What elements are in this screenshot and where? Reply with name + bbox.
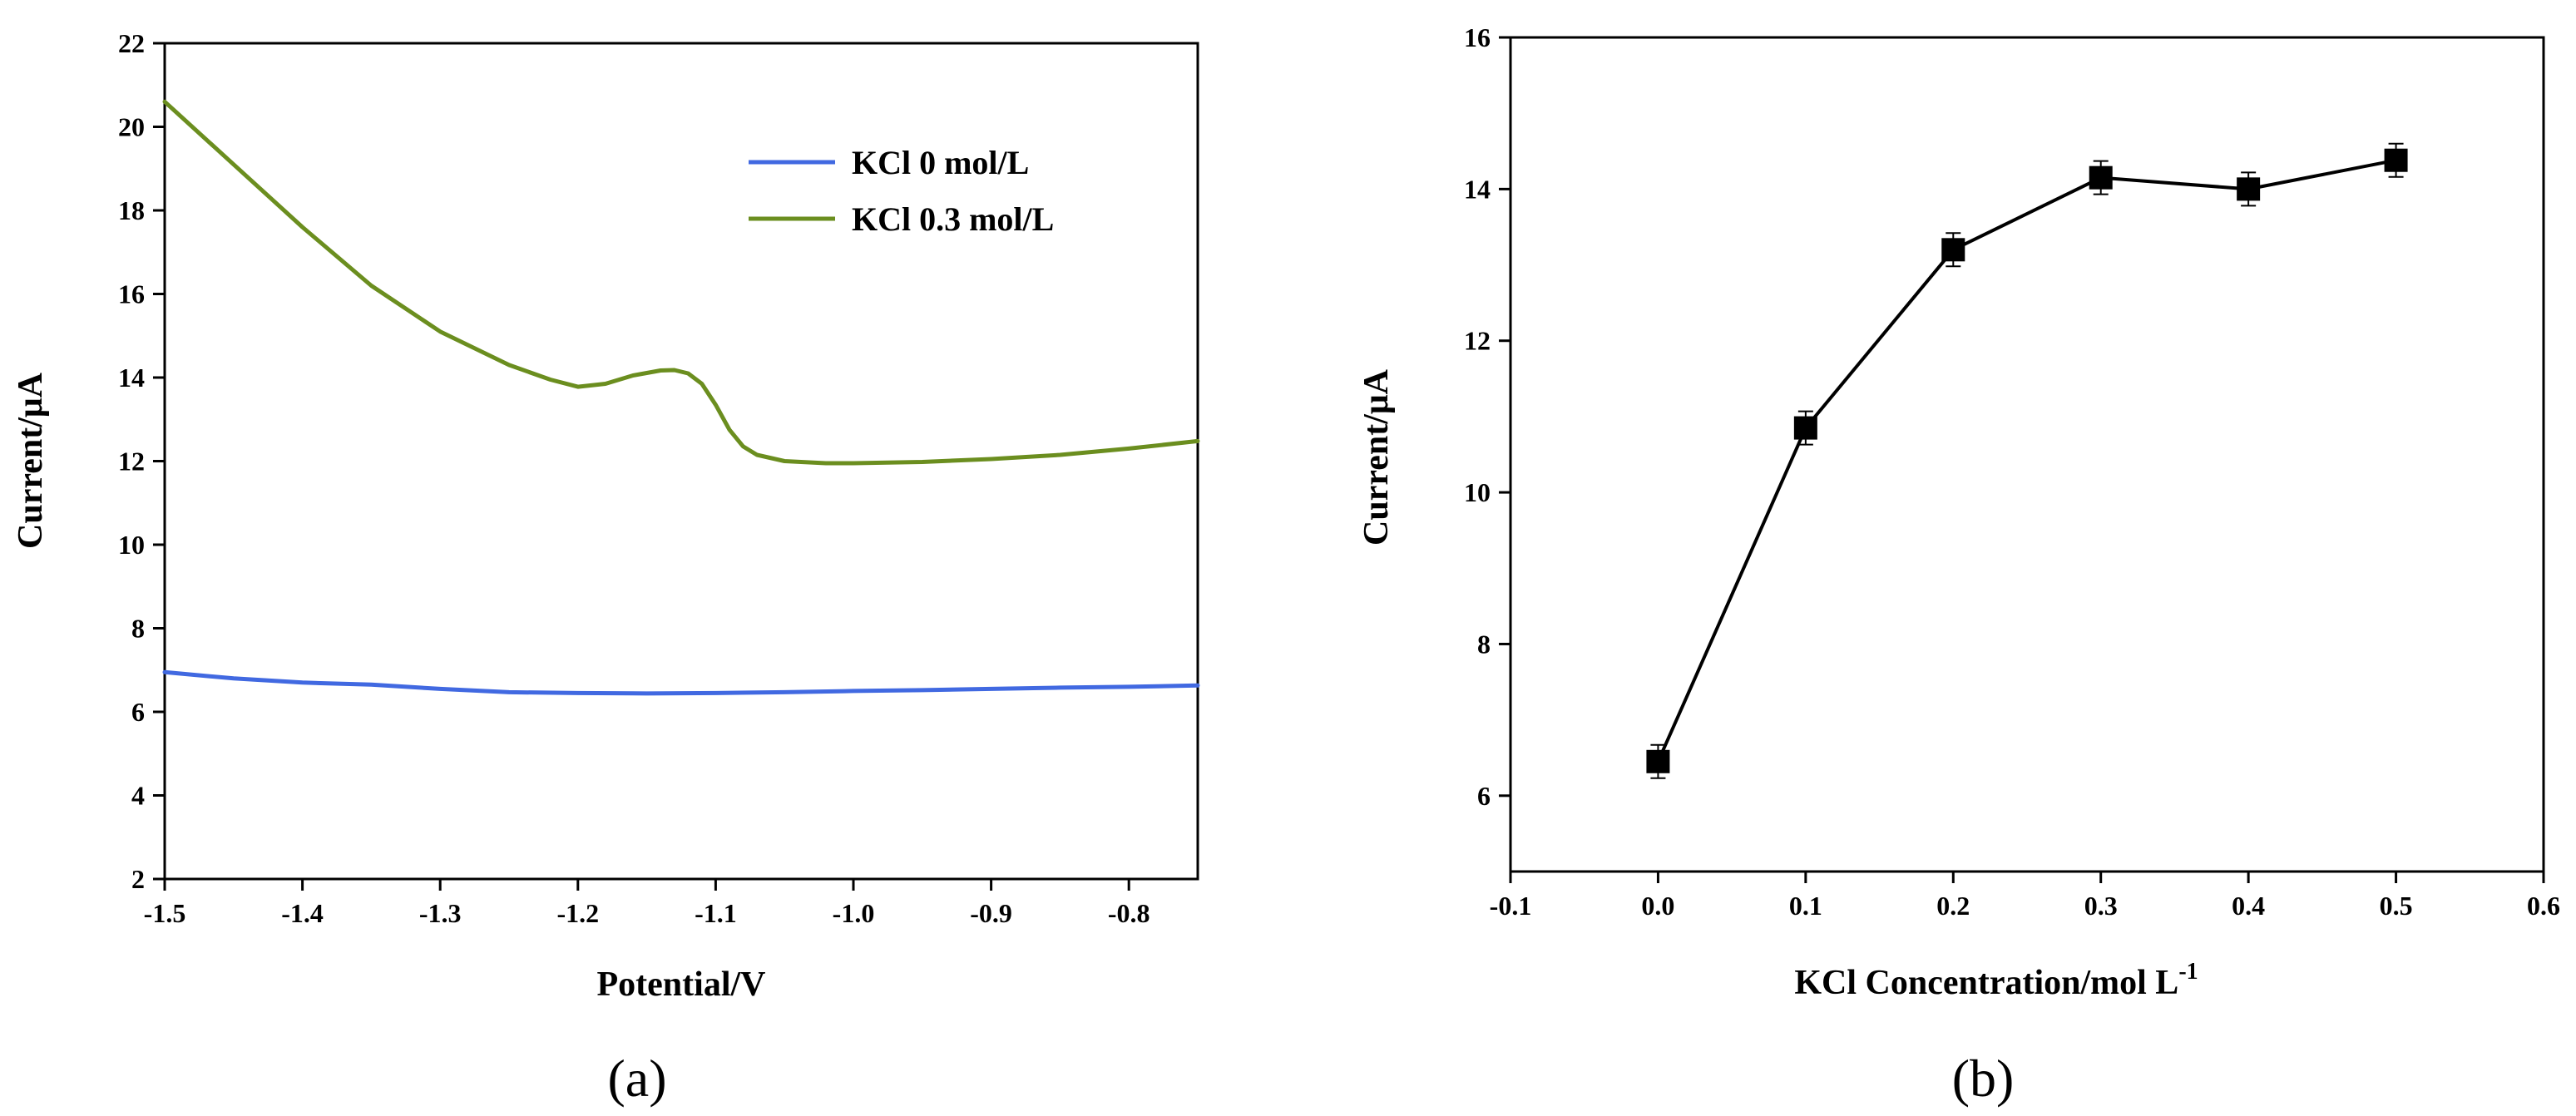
chart-a-y-tick-label: 18 — [118, 195, 145, 225]
chart-a-y-tick-label: 10 — [118, 530, 145, 560]
chart-a-x-tick-label: -1.0 — [833, 898, 875, 928]
chart-b-x-tick-label: 0.4 — [2232, 891, 2265, 921]
chart-a-series-line-1 — [162, 99, 1200, 466]
chart-a-x-tick-label: -1.2 — [556, 898, 599, 928]
chart-a-x-tick-label: -1.4 — [281, 898, 324, 928]
chart-a-y-tick-label: 16 — [118, 279, 145, 309]
chart-b-y-tick-label: 10 — [1464, 477, 1491, 507]
chart-b-x-tick-label: -0.1 — [1490, 891, 1532, 921]
chart-b-y-tick-label: 14 — [1464, 174, 1491, 204]
chart-b-x-tick-label: 0.3 — [2084, 891, 2118, 921]
chart-b-panel-label: (b) — [1952, 1049, 2015, 1108]
chart-b-x-axis-label-main: KCl Concentration/mol L — [1794, 964, 2178, 1002]
chart-a-y-tick-label: 14 — [118, 363, 145, 393]
chart-a-panel-label: (a) — [607, 1049, 666, 1108]
chart-a-x-tick-label: -1.1 — [695, 898, 737, 928]
chart-b-y-tick-label: 8 — [1477, 629, 1491, 659]
chart-b-y-tick-label: 12 — [1464, 326, 1491, 356]
chart-a-y-tick-label: 22 — [118, 28, 145, 58]
chart-b-x-tick-label: 0.6 — [2527, 891, 2560, 921]
chart-a-y-tick-label: 12 — [118, 447, 145, 477]
chart-a-x-tick-label: -1.5 — [144, 898, 186, 928]
chart-b-data-point — [1941, 238, 1965, 262]
chart-b-data-point — [2089, 165, 2113, 190]
chart-b-x-axis-label-superscript: -1 — [2178, 959, 2198, 985]
chart-b-x-tick-label: 0.0 — [1641, 891, 1674, 921]
chart-a-legend: KCl 0 mol/L KCl 0.3 mol/L — [749, 144, 1054, 238]
chart-b-y-tick-label: 6 — [1477, 781, 1491, 811]
chart-a-y-tick-label: 2 — [131, 864, 145, 894]
chart-a-legend-label-0: KCl 0 mol/L — [852, 144, 1029, 181]
chart-a: -1.5 -1.4 -1.3 -1.2 -1.1 -1.0 -0.9 -0.8 2 4 6 8 10 12… — [12, 28, 1200, 1108]
chart-b-data-point — [2384, 148, 2408, 172]
chart-b-x-axis-label: KCl Concentration/mol L-1 — [1794, 959, 2198, 1002]
chart-b-x-tick-label: 0.5 — [2380, 891, 2413, 921]
chart-a-plot-frame — [163, 42, 1199, 881]
chart-b-data-point — [2237, 177, 2261, 201]
chart-a-x-tick-label: -0.8 — [1108, 898, 1150, 928]
chart-a-series-line-0 — [162, 669, 1200, 696]
chart-b-x-tick-label: 0.1 — [1789, 891, 1822, 921]
chart-b-data-point — [1646, 749, 1670, 773]
chart-a-x-tick-label: -1.3 — [419, 898, 462, 928]
chart-b-y-axis-label: Current/μA — [1357, 368, 1396, 546]
chart-b-y-tick-label: 16 — [1464, 22, 1491, 52]
chart-a-y-tick-label: 8 — [131, 614, 145, 644]
chart-a-legend-label-1: KCl 0.3 mol/L — [852, 200, 1054, 238]
chart-b-plot-frame — [1509, 36, 2545, 873]
chart-a-y-axis-label: Current/μA — [12, 372, 50, 549]
chart-a-y-tick-label: 6 — [131, 697, 145, 727]
chart-b-data-point — [1793, 416, 1817, 440]
chart-a-x-axis-label: Potential/V — [597, 965, 766, 1004]
chart-b-x-tick-label: 0.2 — [1936, 891, 1970, 921]
chart-a-y-tick-label: 20 — [118, 112, 145, 142]
chart-b: -0.1 0.0 0.1 0.2 0.3 0.4 0.5 0.6 6 8 10 12 14 16 KCl … — [1357, 22, 2560, 1108]
chart-a-x-tick-label: -0.9 — [970, 898, 1012, 928]
chart-b-series-line — [1656, 158, 2396, 763]
chart-a-y-tick-label: 4 — [131, 781, 145, 811]
